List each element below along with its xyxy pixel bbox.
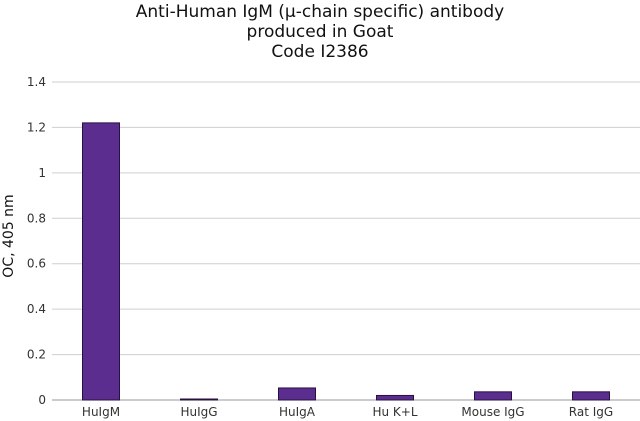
bar-huiga: [278, 387, 316, 401]
y-tick-label: 1.2: [27, 120, 46, 134]
x-tick-label: HuIgG: [180, 405, 217, 419]
chart-title-line-2: produced in Goat: [246, 22, 394, 42]
bar-rat-igg: [572, 391, 610, 401]
bar-mouse-igg: [474, 391, 512, 401]
x-tick-label: HuIgA: [279, 405, 316, 419]
y-tick-label: 0.8: [27, 211, 46, 225]
bar-hu-k-l: [376, 394, 414, 401]
y-tick-label: 0.6: [27, 257, 46, 271]
y-tick-label: 0.2: [27, 348, 46, 362]
x-tick-label: Hu K+L: [372, 405, 417, 419]
chart-title-line-1: Anti-Human IgM (μ-chain specific) antibo…: [135, 2, 505, 22]
bar-huigm: [82, 122, 120, 401]
x-tick-label: Mouse IgG: [461, 405, 524, 419]
bar-huigg: [180, 398, 218, 401]
y-tick-label: 0: [38, 393, 46, 407]
y-tick-label: 1.4: [27, 75, 46, 89]
y-axis-label: OC, 405 nm: [1, 194, 17, 277]
y-tick-label: 1: [38, 166, 46, 180]
y-tick-label: 0.4: [27, 302, 46, 316]
x-tick-label: Rat IgG: [569, 405, 613, 419]
x-tick-label: HuIgM: [82, 405, 120, 419]
chart-title-line-3: Code I2386: [271, 42, 369, 62]
